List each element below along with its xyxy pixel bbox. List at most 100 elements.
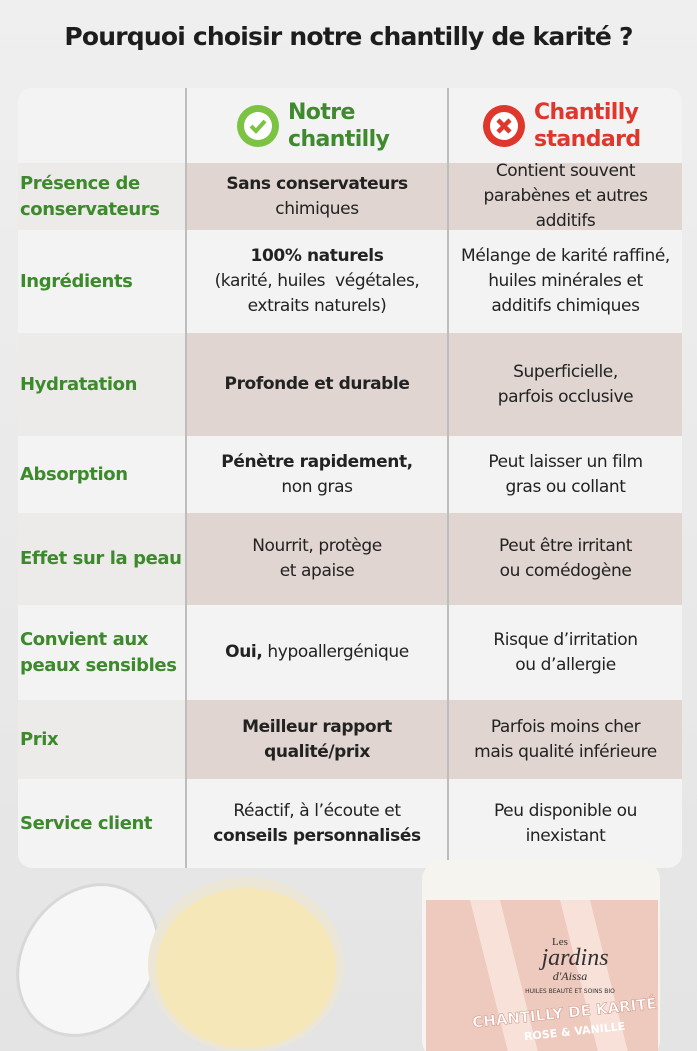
cell-ours: Nourrit, protège et apaise — [185, 513, 447, 605]
cell-line: Risque d’irritation — [493, 628, 638, 653]
cell-line: non gras — [281, 475, 353, 500]
cell-standard: Risque d’irritation ou d’allergie — [447, 605, 682, 700]
text: Risque d’irritation — [493, 629, 638, 650]
cell-line: Superficielle, — [513, 360, 618, 385]
cell-line: Contient souvent — [495, 159, 636, 184]
text: Mélange de karité raffiné, — [461, 246, 670, 266]
table-row: Présence de conservateurs Sans conservate… — [18, 161, 682, 231]
cell-line: Peu disponible ou — [493, 799, 638, 824]
cell-line: Oui, hypoallergénique — [225, 640, 409, 665]
brand: jardins — [538, 945, 608, 971]
cell-line: Profonde et durable — [225, 372, 410, 397]
cell-standard: Mélange de karité raffiné, huiles minéral… — [447, 230, 682, 333]
row-label: Prix — [18, 700, 185, 779]
check-icon — [237, 104, 279, 147]
cell-line: conseils personnalisés — [213, 824, 421, 849]
text: Nourrit, protège — [252, 536, 382, 556]
cell-line: 100% naturels — [251, 244, 384, 269]
text: additifs — [535, 211, 596, 231]
cell-ours: 100% naturels (karité, huiles végétales, e… — [185, 230, 447, 333]
header-cell: Chantilly standard — [447, 88, 682, 163]
bold-text: Sans conservateurs — [226, 173, 408, 194]
text: Peu disponible ou — [493, 800, 638, 821]
bold-text: Profonde et durable — [224, 374, 410, 394]
bold-text: 100% naturels — [250, 246, 384, 266]
text: (karité, huiles végétales, — [214, 271, 420, 291]
table-row: Effet sur la peau Nourrit, protège et apai… — [18, 513, 682, 605]
cell-line: et apaise — [280, 559, 355, 584]
tagline: HUILES BEAUTÉ ET SOINS BIO — [525, 987, 615, 995]
row-label: Ingrédients — [20, 270, 133, 292]
text: inexistant — [525, 825, 606, 846]
row-label: Hydratation — [18, 333, 185, 436]
cell-standard: Parfois moins cher mais qualité inférieur… — [447, 700, 682, 779]
text: Contient souvent — [495, 161, 636, 181]
text: extraits naturels) — [247, 296, 387, 316]
cell-line: ou comédogène — [500, 559, 632, 584]
row-label: Convient aux peaux sensibles — [20, 628, 177, 676]
cell-standard: Peut être irritant ou comédogène — [447, 513, 682, 605]
row-label: Absorption — [20, 463, 128, 485]
cell-line: (karité, huiles végétales, — [215, 269, 420, 294]
cell-line: extraits naturels) — [248, 294, 387, 319]
cell-standard: Contient souvent parabènes et autres addit… — [447, 161, 682, 231]
cell-line: Meilleur rapport — [242, 715, 392, 740]
cell-line: Nourrit, protège — [252, 534, 382, 559]
bold-text: Oui, — [225, 642, 263, 662]
text: hypoallergénique — [262, 642, 409, 662]
bold-text: Meilleur rapport — [242, 716, 392, 737]
cell-standard: Superficielle, parfois occlusive — [447, 333, 682, 436]
table-row: Service client Réactif, à l’écoute et cons… — [18, 779, 682, 868]
cell-line: qualité/prix — [264, 740, 370, 765]
cell-line: ou d’allergie — [515, 653, 616, 678]
cell-line: Sans conservateurs — [226, 172, 408, 197]
text: huiles minérales et — [488, 271, 643, 291]
text: gras ou collant — [505, 476, 626, 497]
text: ou comédogène — [499, 561, 632, 581]
text: parfois occlusive — [497, 386, 634, 407]
cell-line: inexistant — [526, 824, 606, 849]
column-header: Chantilly standard — [534, 99, 641, 152]
text: et apaise — [279, 561, 355, 581]
cell-line: huiles minérales et — [488, 269, 643, 294]
empty-cell — [18, 88, 185, 163]
text: parabènes et autres — [483, 186, 648, 206]
text: Peut laisser un film — [488, 451, 643, 472]
comparison-table: Notre chantilly Chantilly standard Prése… — [18, 88, 682, 868]
cell-line: Pénètre rapidement, — [221, 450, 413, 475]
cell-line: Peut être irritant — [499, 534, 632, 559]
column-header: Notre chantilly — [288, 99, 390, 152]
cell-standard: Peu disponible ou inexistant — [447, 779, 682, 868]
cell-line: gras ou collant — [505, 475, 625, 500]
text: mais qualité inférieure — [474, 741, 657, 762]
bold-text: conseils personnalisés — [213, 825, 421, 846]
text: Réactif, à l’écoute et — [233, 800, 401, 821]
cell-line: Mélange de karité raffiné, — [461, 244, 670, 269]
table-row: Hydratation Profonde et durable Superficie… — [18, 333, 682, 436]
cell-line: mais qualité inférieure — [474, 740, 657, 765]
text: additifs chimiques — [491, 296, 640, 316]
cell-ours: Profonde et durable — [185, 333, 447, 436]
cross-icon — [483, 104, 525, 147]
cell-line: chimiques — [275, 197, 359, 222]
table-row: Convient aux peaux sensibles Oui, hypoall… — [18, 605, 682, 700]
cell-line: additifs chimiques — [491, 294, 640, 319]
table-row: Prix Meilleur rapport qualité/prix Parfois … — [18, 700, 682, 779]
cell-line: Peut laisser un film — [488, 450, 643, 475]
cell-line: parfois occlusive — [497, 385, 634, 410]
text: non gras — [281, 476, 353, 497]
cell-line: additifs — [536, 209, 596, 234]
text: chimiques — [275, 198, 359, 219]
text: Peut être irritant — [498, 536, 632, 556]
header-row: Notre chantilly Chantilly standard — [18, 88, 682, 163]
cell-ours: Meilleur rapport qualité/prix — [185, 700, 447, 779]
bold-text: qualité/prix — [264, 741, 370, 762]
title: Pourquoi choisir notre chantilly de kari… — [64, 22, 633, 51]
header-cell: Notre chantilly — [185, 88, 447, 163]
row-label: Présence de conservateurs — [18, 163, 185, 230]
product-image: Les jardins d'Aissa HUILES BEAUTÉ ET SOI… — [16, 860, 660, 1051]
cell-ours: Réactif, à l’écoute et conseils personnal… — [185, 779, 447, 868]
text: ou d’allergie — [515, 654, 616, 675]
cell-standard: Peut laisser un film gras ou collant — [447, 436, 682, 513]
brand-small: Les — [552, 936, 568, 948]
